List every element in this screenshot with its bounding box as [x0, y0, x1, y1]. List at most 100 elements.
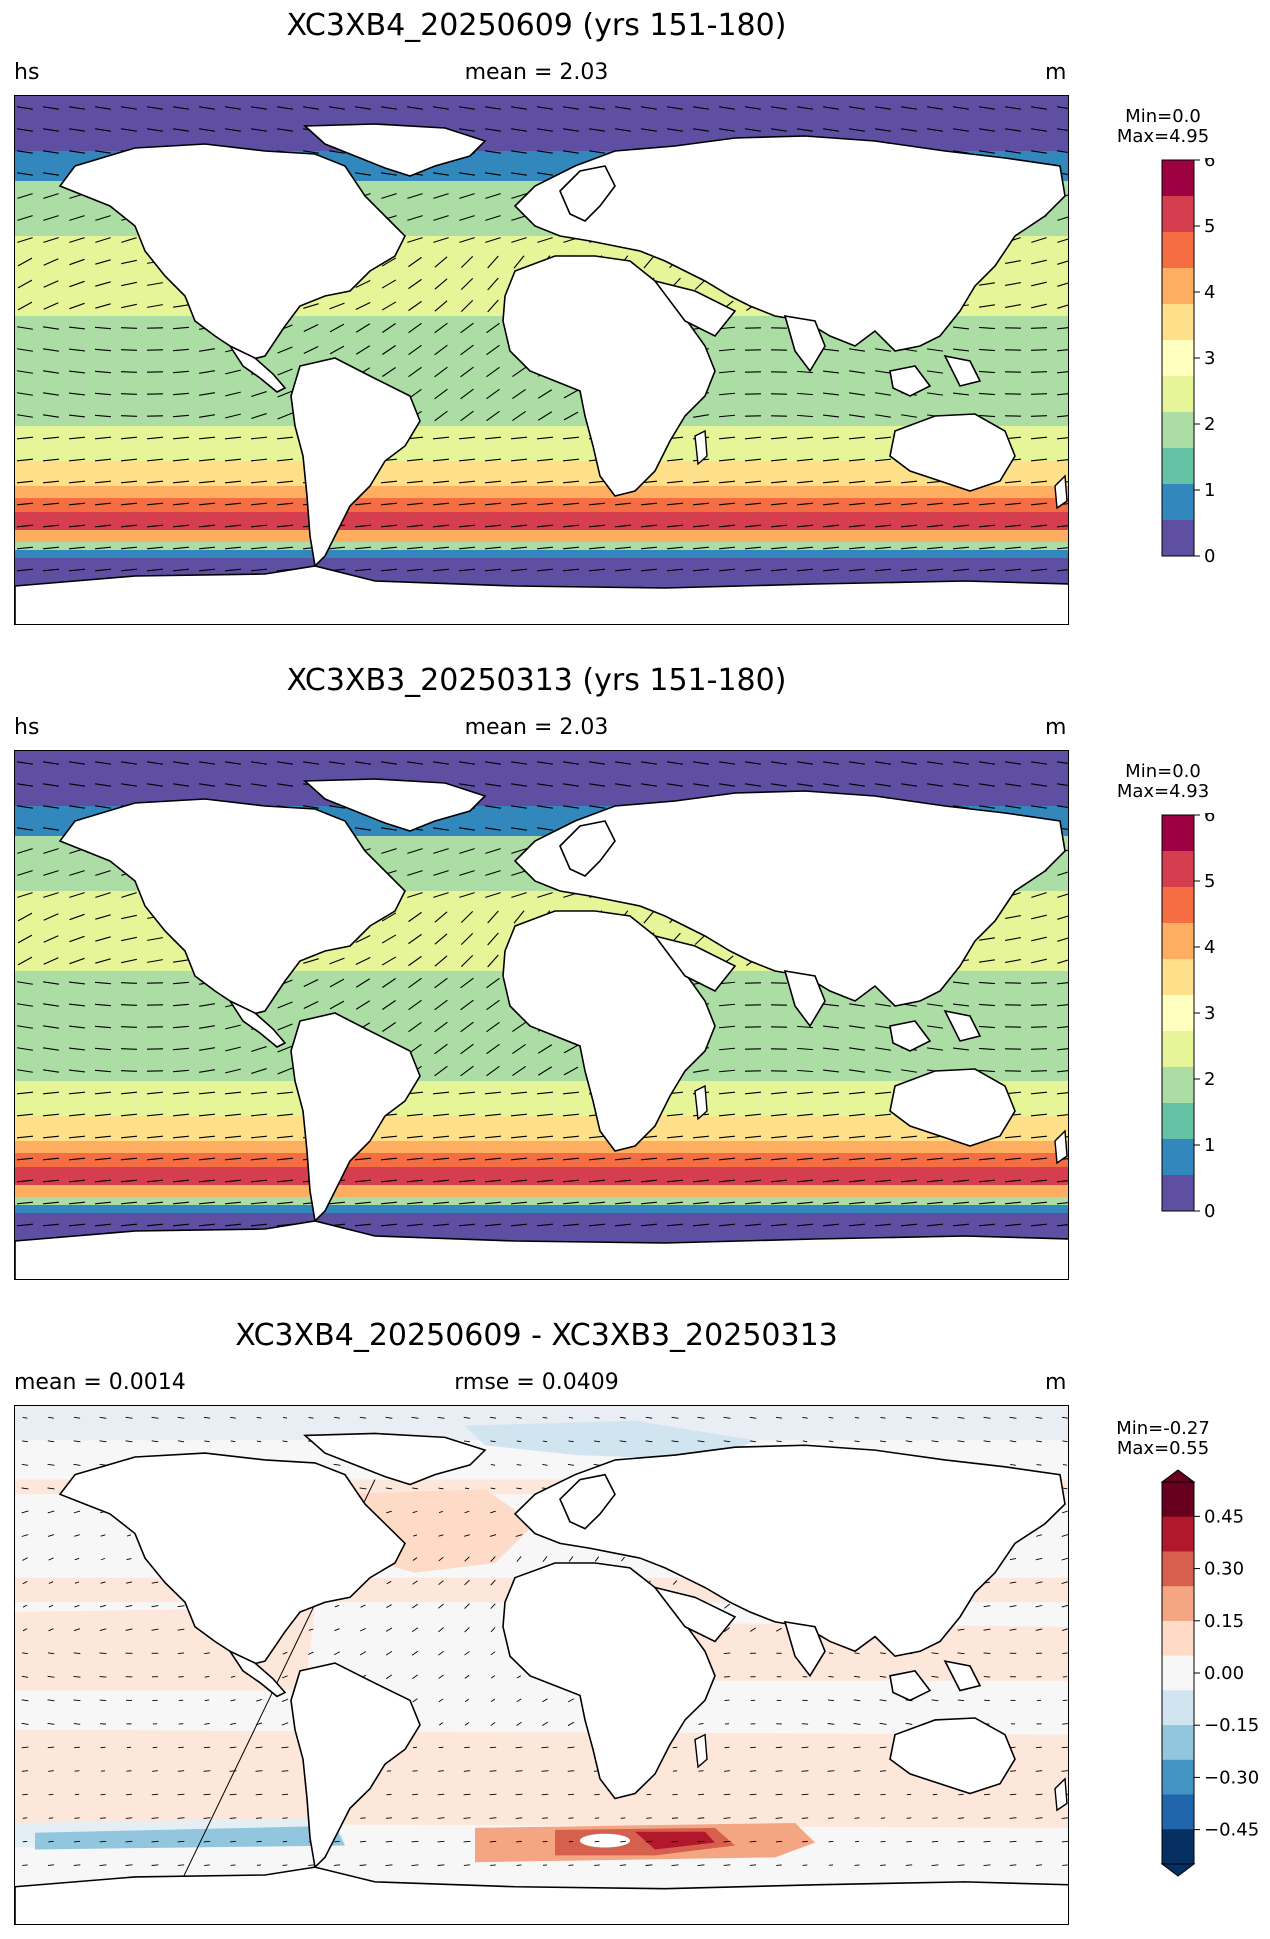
arrow: [121, 958, 137, 964]
arrow: [42, 502, 60, 506]
arrow: [1056, 1180, 1068, 1183]
arrow: [796, 1047, 814, 1051]
arrow: [801, 1793, 809, 1796]
arrow: [510, 546, 528, 550]
colorbar-swatch: [1162, 1690, 1194, 1726]
arrow: [147, 783, 163, 787]
arrow: [745, 106, 761, 110]
arrow: [407, 892, 423, 898]
arrow: [1030, 480, 1048, 484]
arrow: [224, 1157, 242, 1161]
arrow: [385, 1416, 393, 1419]
arrow: [979, 805, 995, 809]
arrow: [43, 957, 59, 965]
arrow: [120, 1157, 138, 1161]
arrow: [875, 414, 891, 418]
arrow: [68, 458, 86, 462]
arrow: [927, 106, 943, 110]
arrow: [308, 1628, 314, 1631]
arrow: [412, 1557, 418, 1561]
arrow: [308, 1416, 314, 1419]
arrow: [406, 458, 424, 462]
arrow: [510, 480, 528, 484]
arrow: [458, 1201, 476, 1205]
arrow: [74, 1817, 80, 1819]
arrow: [125, 1840, 133, 1843]
arrow: [359, 1487, 367, 1490]
arrow: [460, 1065, 474, 1077]
arrow: [723, 1840, 731, 1843]
arrow: [1030, 349, 1048, 351]
arrow: [542, 1416, 548, 1419]
arrow: [770, 1179, 788, 1183]
arrow: [537, 1066, 553, 1076]
arrow: [718, 568, 736, 572]
arrow: [541, 1721, 549, 1727]
arrow: [979, 150, 995, 154]
arrow: [512, 1022, 526, 1032]
arrow: [484, 546, 502, 550]
colorbar: 0.450.300.150.00−0.15−0.30−0.45: [1160, 1469, 1259, 1877]
arrow: [172, 568, 190, 572]
arrow: [360, 1604, 366, 1608]
arrow: [125, 1416, 133, 1419]
arrow: [94, 546, 112, 550]
arrow: [151, 1605, 159, 1608]
arrow: [359, 1627, 367, 1632]
arrow: [927, 1025, 943, 1029]
arrow: [147, 282, 163, 286]
arrow: [99, 1440, 107, 1443]
arrow: [224, 1223, 242, 1227]
arrow: [276, 1113, 294, 1117]
arrow: [434, 256, 448, 268]
arrow: [385, 1864, 393, 1866]
arrow: [1004, 568, 1022, 572]
arrow: [464, 1746, 470, 1749]
arrow: [490, 1627, 496, 1633]
colorbar-swatch: [1162, 1175, 1194, 1212]
arrow: [433, 193, 449, 199]
arrow: [224, 1091, 242, 1095]
min-value: Min=0.0: [1125, 761, 1201, 782]
arrow: [204, 1864, 210, 1866]
arrow: [848, 546, 866, 550]
arrow: [43, 348, 59, 352]
arrow: [822, 546, 840, 550]
arrow: [458, 436, 476, 440]
arrow: [281, 1793, 289, 1796]
arrow: [718, 524, 736, 528]
arrow: [458, 568, 476, 572]
arrow: [718, 1223, 736, 1227]
arrow: [594, 1556, 600, 1562]
arrow: [1061, 1416, 1068, 1419]
arrow: [484, 524, 502, 528]
arrow: [927, 761, 943, 765]
arrow: [484, 502, 502, 506]
arrow: [333, 1463, 341, 1466]
arrow: [151, 1817, 159, 1819]
arrow: [615, 128, 631, 132]
arrow: [484, 1179, 502, 1183]
arrow: [459, 848, 475, 854]
arrow: [1056, 982, 1068, 985]
arrow: [515, 1534, 523, 1537]
arrow: [43, 827, 59, 831]
arrow: [822, 502, 840, 506]
arrow: [512, 1066, 526, 1076]
arrow: [385, 1627, 393, 1632]
arrow: [382, 978, 396, 988]
colorbar-tick-label: 3: [1204, 348, 1215, 369]
arrow: [822, 1135, 840, 1139]
arrow: [1056, 1202, 1068, 1205]
arrow: [230, 1699, 236, 1702]
arrow: [724, 1770, 730, 1772]
arrow: [567, 1746, 575, 1749]
arrow: [516, 1721, 522, 1726]
arrow: [957, 1628, 965, 1631]
arrow: [1056, 459, 1068, 462]
arrow: [486, 1065, 500, 1077]
arrow: [94, 1047, 112, 1051]
arrow: [1031, 958, 1047, 964]
arrow: [459, 892, 475, 898]
arrow: [666, 502, 684, 506]
